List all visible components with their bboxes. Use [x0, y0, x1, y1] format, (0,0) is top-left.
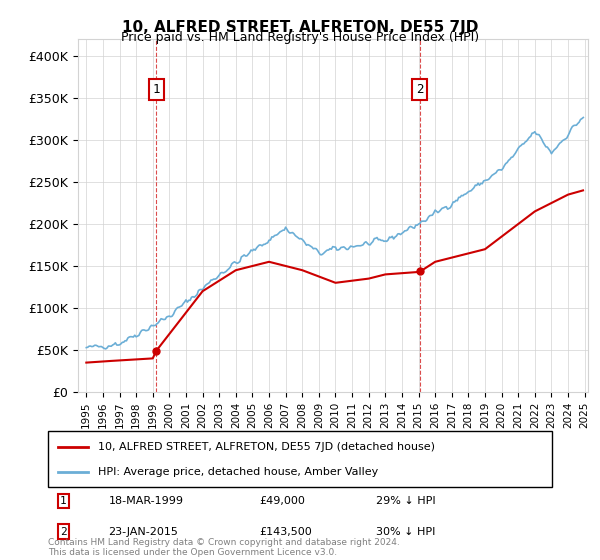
Text: Contains HM Land Registry data © Crown copyright and database right 2024.
This d: Contains HM Land Registry data © Crown c…	[48, 538, 400, 557]
Text: 30% ↓ HPI: 30% ↓ HPI	[376, 526, 435, 536]
Text: 29% ↓ HPI: 29% ↓ HPI	[376, 496, 435, 506]
Text: 10, ALFRED STREET, ALFRETON, DE55 7JD: 10, ALFRED STREET, ALFRETON, DE55 7JD	[122, 20, 478, 35]
Text: 2: 2	[60, 526, 67, 536]
Text: 2: 2	[416, 83, 424, 96]
Text: 18-MAR-1999: 18-MAR-1999	[109, 496, 184, 506]
Text: £143,500: £143,500	[260, 526, 313, 536]
Text: £49,000: £49,000	[260, 496, 305, 506]
Text: 23-JAN-2015: 23-JAN-2015	[109, 526, 178, 536]
Text: 10, ALFRED STREET, ALFRETON, DE55 7JD (detached house): 10, ALFRED STREET, ALFRETON, DE55 7JD (d…	[98, 442, 436, 452]
Text: 1: 1	[152, 83, 160, 96]
Text: 1: 1	[60, 496, 67, 506]
Text: HPI: Average price, detached house, Amber Valley: HPI: Average price, detached house, Ambe…	[98, 466, 379, 477]
Text: Price paid vs. HM Land Registry's House Price Index (HPI): Price paid vs. HM Land Registry's House …	[121, 31, 479, 44]
